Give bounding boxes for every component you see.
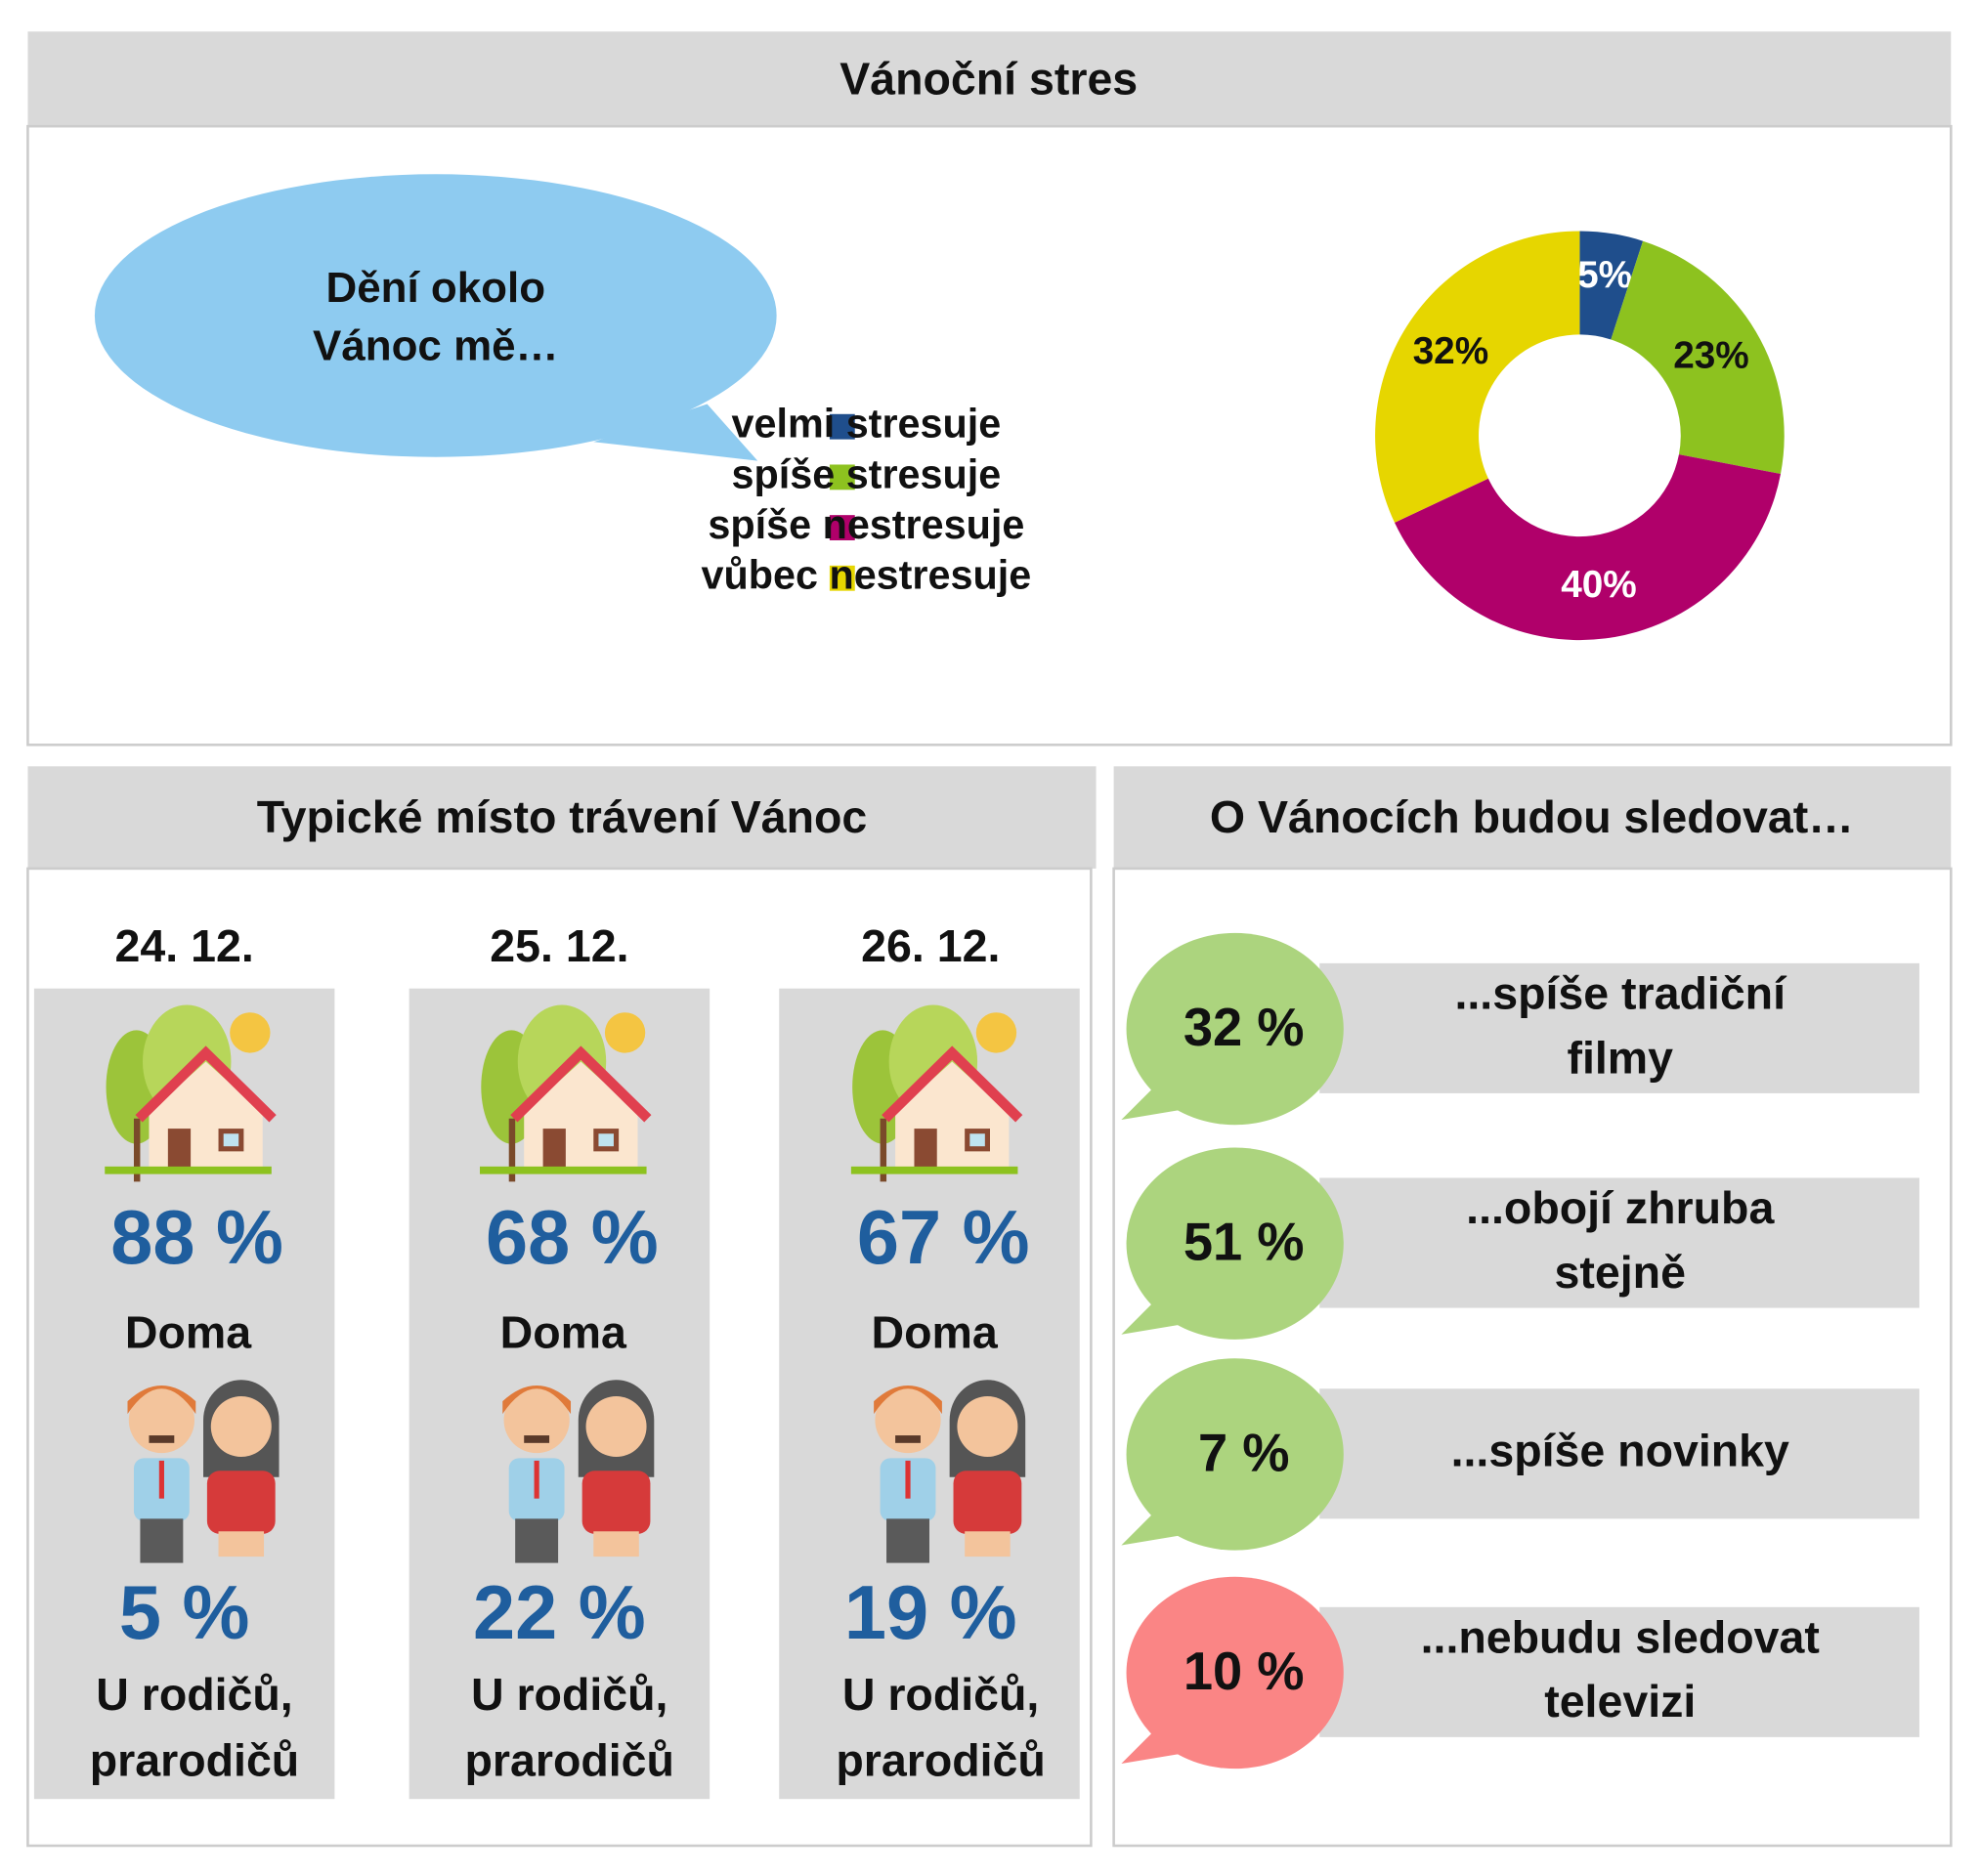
parents-label: U rodičů, — [471, 1669, 668, 1720]
tv-label: stejně — [1555, 1247, 1686, 1298]
tv-label: televizi — [1544, 1676, 1696, 1727]
tv-label: ...spíše tradiční — [1454, 967, 1787, 1018]
home-value: 88 % — [110, 1196, 283, 1280]
parents-label: prarodičů — [836, 1734, 1045, 1785]
tv-label: ...spíše novinky — [1451, 1426, 1789, 1476]
date: 26. 12. — [861, 920, 1000, 971]
parents-value: 19 % — [844, 1571, 1017, 1655]
speech-bubble — [94, 174, 777, 457]
home-label: Doma — [872, 1306, 999, 1357]
parents-value: 5 % — [119, 1571, 250, 1655]
speech-bubble — [1126, 1147, 1344, 1340]
legend-label: velmi stresuje — [732, 402, 1002, 447]
data-label: 23% — [1673, 334, 1749, 376]
parents-label: U rodičů, — [842, 1669, 1040, 1720]
donut-slice — [1611, 240, 1785, 474]
section-title: Typické místo trávení Vánoc — [257, 791, 868, 842]
chart-title: Vánoční stres — [839, 53, 1138, 104]
tv-label: ...nebudu sledovat — [1421, 1611, 1820, 1662]
tv-value: 32 % — [1184, 999, 1305, 1057]
legend-swatch — [829, 515, 855, 541]
speech-bubble — [1126, 932, 1344, 1126]
section-title: O Vánocích budou sledovat… — [1210, 791, 1854, 842]
date: 24. 12. — [115, 920, 254, 971]
label-bg — [1319, 1388, 1919, 1519]
data-label: 40% — [1561, 564, 1637, 606]
donut-slice — [1395, 454, 1782, 641]
parents-value: 22 % — [473, 1571, 646, 1655]
header-band — [27, 31, 1952, 127]
date: 25. 12. — [490, 920, 628, 971]
tv-label: filmy — [1567, 1032, 1673, 1083]
legend-swatch — [829, 413, 855, 440]
tv-value: 51 % — [1184, 1214, 1305, 1272]
header-band — [27, 766, 1097, 869]
speech-bubble — [1126, 1358, 1344, 1551]
parents-label: prarodičů — [465, 1734, 674, 1785]
home-value: 68 % — [486, 1196, 659, 1280]
legend-swatch — [829, 464, 855, 490]
data-label: 32% — [1413, 330, 1489, 372]
parents-label: U rodičů, — [96, 1669, 293, 1720]
home-label: Doma — [125, 1306, 252, 1357]
annotation: Dění okolo Vánoc mě… — [313, 264, 558, 369]
tv-label: ...obojí zhruba — [1466, 1182, 1775, 1233]
label-bg — [1319, 1606, 1919, 1737]
speech-bubble — [1126, 1576, 1344, 1769]
donut-slice — [1375, 231, 1580, 523]
parents-label: prarodičů — [90, 1734, 299, 1785]
home-label: Doma — [500, 1306, 627, 1357]
legend-label: spíše stresuje — [732, 451, 1002, 496]
legend-label: spíše nestresuje — [708, 502, 1024, 547]
tv-value: 7 % — [1198, 1424, 1289, 1482]
tv-value: 10 % — [1184, 1642, 1305, 1701]
home-value: 67 % — [857, 1196, 1030, 1280]
label-bg — [1319, 1177, 1919, 1308]
label-bg — [1319, 962, 1919, 1093]
header-band — [1113, 766, 1952, 869]
data-label: 5% — [1577, 254, 1632, 296]
legend-label: vůbec nestresuje — [702, 553, 1032, 598]
legend-swatch — [829, 565, 855, 591]
donut-slice — [1579, 231, 1644, 340]
